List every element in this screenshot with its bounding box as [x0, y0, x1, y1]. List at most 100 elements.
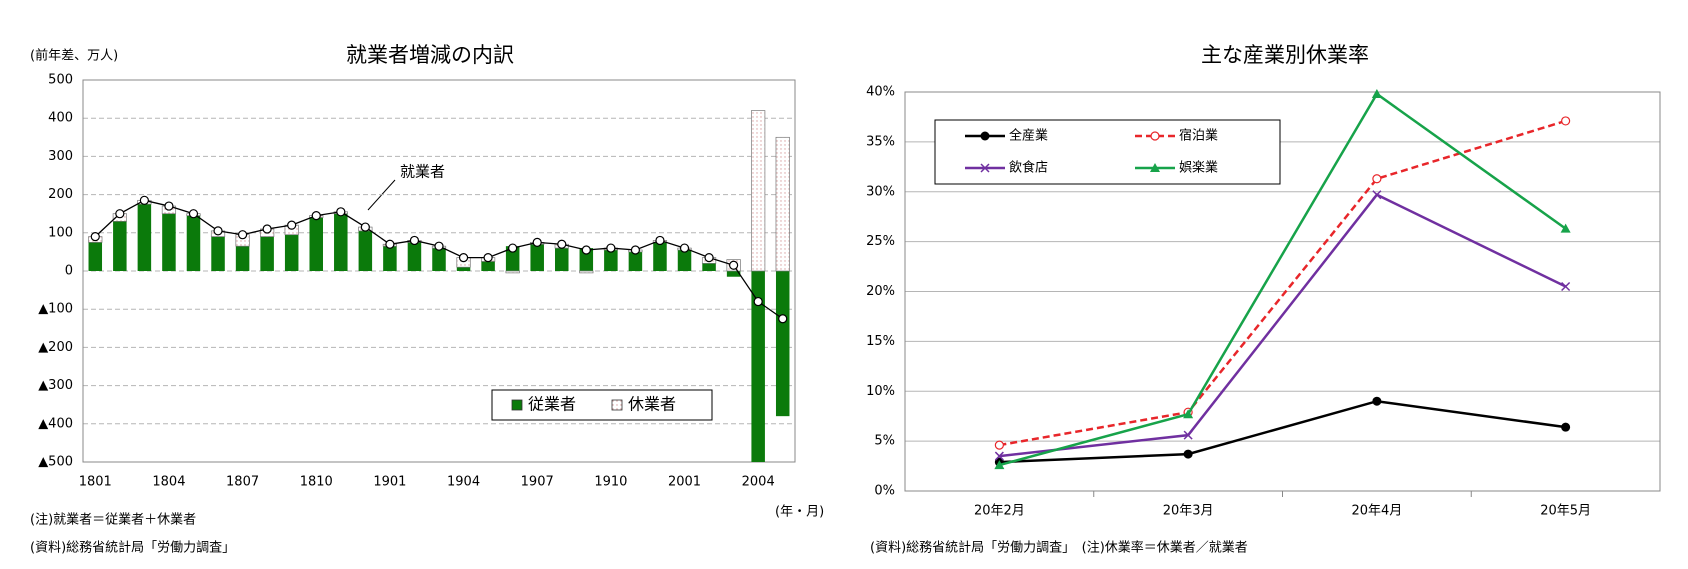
marker [655, 235, 665, 246]
bar [775, 136, 790, 272]
bar [530, 244, 544, 271]
marker [1183, 409, 1194, 419]
marker [385, 239, 395, 249]
y-tick-label: 10% [866, 384, 895, 399]
y-tick-label: 30% [866, 184, 895, 199]
legend-label: 娯楽業 [1179, 160, 1218, 176]
marker [557, 239, 567, 249]
marker [287, 220, 297, 230]
y-tick-label: 40% [866, 85, 895, 100]
annotation: 就業者 [400, 163, 445, 181]
marker [630, 245, 641, 255]
legend-label: 従業者 [528, 395, 576, 414]
marker [1371, 88, 1382, 98]
marker [581, 245, 591, 255]
legend-marker [980, 131, 990, 141]
marker [1183, 430, 1193, 440]
chart: 就業者増減の内訳 (前年差、万人) (年・月) (注)就業者＝従業者＋休業者 (資料)総… [30, 43, 824, 556]
y-tick-label: ▲400 [38, 416, 73, 431]
marker [1372, 190, 1382, 200]
note: (資料)総務省統計局「労働力調査」 (注)休業率＝休業者／就業者 [870, 540, 1248, 556]
marker [1372, 174, 1382, 184]
marker [994, 451, 1004, 461]
bar [113, 221, 127, 271]
x-tick-label: 1810 [300, 475, 333, 490]
note: (資料)総務省統計局「労働力調査」 [30, 540, 235, 556]
series-line [999, 193, 1567, 458]
bar [456, 267, 471, 271]
bar [88, 242, 103, 271]
y-tick-label: 500 [48, 73, 73, 88]
bar [432, 248, 446, 271]
bar [481, 261, 495, 271]
y-tick-label: ▲200 [38, 340, 73, 355]
bar [235, 246, 250, 271]
x-tick-label: 1907 [521, 475, 554, 490]
y-tick-label: 300 [48, 149, 73, 164]
x-tick-label: 1807 [226, 475, 259, 490]
series-line [999, 399, 1566, 464]
y-tick-label: 200 [48, 187, 73, 202]
bar [555, 248, 569, 271]
marker [508, 243, 518, 253]
y-tick-label: 0 [65, 264, 73, 279]
marker [753, 296, 763, 307]
bar [604, 249, 618, 271]
legend-label: 宿泊業 [1179, 128, 1218, 144]
y-tick-label: ▲500 [38, 455, 73, 470]
y-tick-label: 35% [866, 134, 895, 149]
bar [407, 242, 422, 271]
marker [213, 226, 223, 236]
bar [505, 246, 520, 271]
chart: 主な産業別休業率 (資料)総務省統計局「労働力調査」 (注)休業率＝休業者／就業者… [866, 43, 1661, 556]
marker [704, 253, 714, 263]
series-line [999, 92, 1567, 467]
bar [579, 270, 594, 274]
y-tick-label: 5% [874, 434, 895, 449]
marker [1561, 116, 1571, 126]
bar [653, 242, 667, 271]
marker [483, 253, 493, 263]
bar [628, 251, 643, 271]
legend-marker [1150, 131, 1160, 141]
marker [90, 232, 100, 242]
legend-label: 休業者 [628, 395, 676, 414]
y-tick-label: 20% [866, 284, 895, 299]
marker [434, 241, 444, 251]
bar [726, 271, 741, 277]
bar [702, 263, 716, 271]
series-line [999, 119, 1566, 447]
marker [1560, 223, 1571, 233]
x-tick-label: 20年5月 [1540, 504, 1591, 519]
marker [409, 235, 420, 246]
marker [994, 440, 1004, 450]
legend-box [934, 119, 1281, 185]
marker [1372, 396, 1382, 406]
note: (注)就業者＝従業者＋休業者 [30, 512, 196, 528]
marker [164, 201, 174, 211]
chart-title: 就業者増減の内訳 [346, 43, 514, 67]
x-tick-label: 1804 [152, 475, 185, 490]
bar [211, 236, 225, 271]
marker [188, 209, 199, 219]
marker [679, 243, 690, 253]
marker [729, 260, 739, 270]
legend-label: 全産業 [1009, 128, 1048, 144]
x-tick-label: 1904 [447, 475, 480, 490]
legend-box [491, 389, 713, 421]
y-tick-label: 25% [866, 234, 895, 249]
bar [358, 230, 373, 271]
bar [775, 271, 790, 417]
bar [505, 270, 520, 274]
marker [606, 243, 616, 253]
marker [994, 460, 1005, 470]
x-tick-label: 20年2月 [974, 504, 1025, 519]
y-tick-label: 0% [874, 484, 895, 499]
marker [115, 209, 125, 219]
y-tick-label: 15% [866, 334, 895, 349]
x-tick-label: 1901 [373, 475, 406, 490]
y-tick-label: 400 [48, 111, 73, 126]
legend-swatch [611, 399, 623, 411]
legend-label: 飲食店 [1009, 160, 1048, 176]
x-tick-label: 2004 [742, 475, 775, 490]
